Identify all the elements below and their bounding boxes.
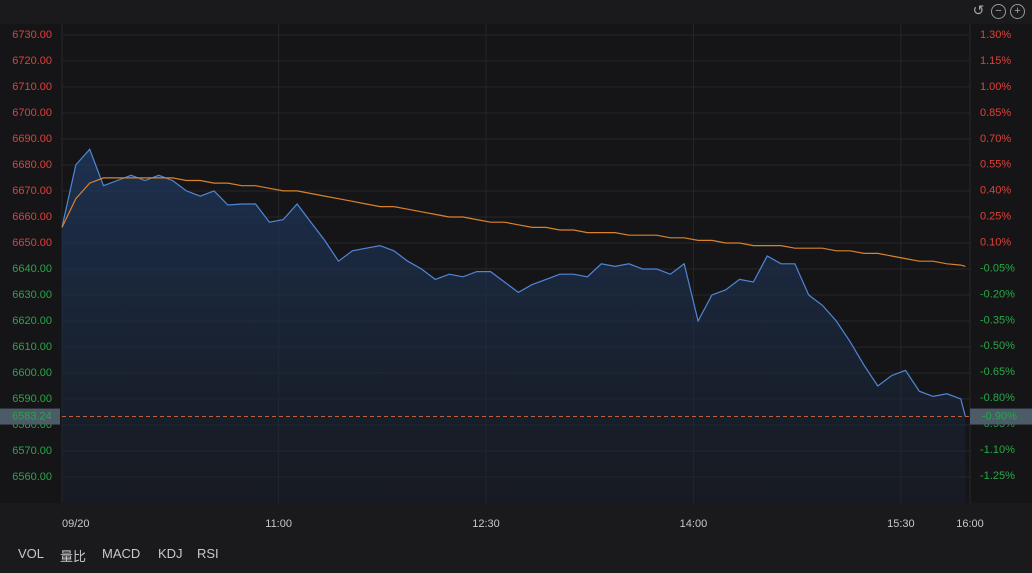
last-change-label: -0.90%	[982, 410, 1017, 422]
y-tick-label: 6640.00	[12, 263, 52, 275]
y2-tick-label: 1.30%	[980, 29, 1011, 41]
y2-tick-label: -1.10%	[980, 444, 1015, 456]
indicator-tab[interactable]: 量比	[60, 549, 87, 564]
last-change-box	[970, 408, 1032, 425]
x-tick-label: 12:30	[472, 518, 500, 530]
y-tick-label: 6700.00	[12, 107, 52, 119]
y2-tick-label: 1.00%	[980, 81, 1011, 93]
price-area	[62, 149, 966, 504]
zoom-out-button[interactable]: −	[991, 4, 1006, 19]
y2-tick-label: 0.70%	[980, 133, 1011, 145]
x-tick-label: 15:30	[887, 518, 915, 530]
y-tick-label: 6710.00	[12, 81, 52, 93]
last-price-box	[0, 408, 60, 425]
y-tick-label: 6620.00	[12, 315, 52, 327]
x-tick-label: 16:00	[956, 518, 984, 530]
price-line	[61, 148, 966, 417]
chart: 6730.00 6720.00 6710.00 6700.00 6690.00 6680.…	[0, 24, 1032, 530]
y2-tick-label: 0.10%	[980, 236, 1011, 248]
average-line	[61, 177, 966, 267]
y-tick-label: 6560.00	[12, 471, 52, 483]
zoom-in-button[interactable]: +	[1010, 4, 1025, 19]
reset-button[interactable]: ↺	[972, 2, 985, 18]
indicator-tab[interactable]: VOL	[18, 546, 45, 561]
y-tick-label: 6590.00	[12, 393, 52, 405]
y2-tick-label: -0.80%	[980, 392, 1015, 404]
y2-tick-label: -0.05%	[980, 262, 1015, 274]
y-tick-label: 6680.00	[12, 159, 52, 171]
y-tick-label: 6600.00	[12, 367, 52, 379]
y2-tick-label: -0.35%	[980, 314, 1015, 326]
y2-tick-label: -0.20%	[980, 288, 1015, 300]
y2-tick-label: -1.25%	[980, 470, 1015, 482]
y-tick-label: 6650.00	[12, 237, 52, 249]
y2-tick-label: 1.15%	[980, 55, 1011, 67]
y-tick-label: 6630.00	[12, 289, 52, 301]
x-tick-label: 09/20	[62, 518, 90, 530]
indicator-tab[interactable]: RSI	[197, 546, 219, 561]
y2-tick-label: -0.65%	[980, 366, 1015, 378]
last-price-label: 6583.24	[12, 410, 52, 422]
x-tick-label: 11:00	[265, 518, 292, 530]
y-tick-label: 6720.00	[12, 55, 52, 67]
y-tick-label: 6570.00	[12, 445, 52, 457]
y-tick-label: 6610.00	[12, 341, 52, 353]
y2-tick-label: 0.25%	[980, 211, 1011, 223]
x-tick-label: 14:00	[680, 518, 708, 530]
y2-tick-label: 0.55%	[980, 159, 1011, 171]
y-tick-label: 6690.00	[12, 133, 52, 145]
indicator-tab[interactable]: MACD	[102, 546, 141, 561]
y-tick-label: 6660.00	[12, 211, 52, 223]
indicator-tab[interactable]: KDJ	[158, 546, 183, 561]
y-tick-label: 6730.00	[12, 29, 52, 41]
y2-tick-label: 0.85%	[980, 107, 1011, 119]
y-tick-label: 6670.00	[12, 185, 52, 197]
y2-tick-label: 0.40%	[980, 185, 1011, 197]
y2-tick-label: -0.50%	[980, 340, 1015, 352]
